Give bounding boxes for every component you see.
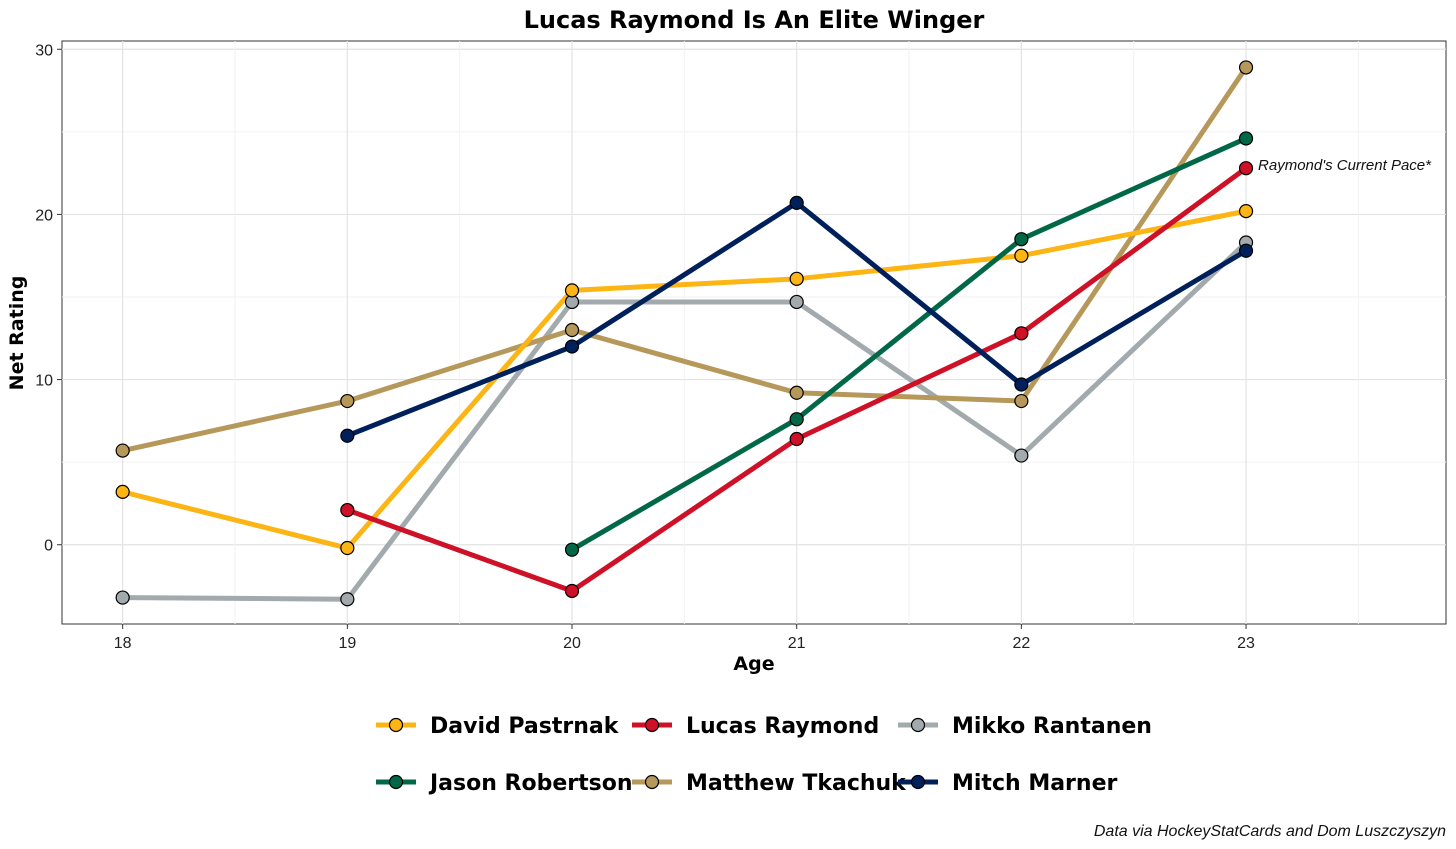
series-line-matthew-tkachuk	[120, 64, 1249, 454]
data-point-lucas-raymond	[564, 583, 580, 599]
data-point-lucas-raymond	[789, 431, 804, 447]
y-axis-title: Net Rating	[6, 276, 28, 391]
legend-label: Mitch Marner	[952, 771, 1117, 796]
data-point-mitch-marner	[789, 195, 804, 210]
legend-key-point	[910, 717, 926, 733]
x-tick-label: 22	[1012, 635, 1030, 652]
data-point-jason-robertson	[564, 542, 580, 557]
data-point-david-pastrnak	[564, 283, 580, 298]
data-point-david-pastrnak	[1014, 248, 1029, 263]
legend-item-lucas-raymond: Lucas Raymond	[632, 714, 879, 739]
y-tick-label: 10	[35, 373, 53, 390]
data-point-lucas-raymond	[1014, 326, 1029, 341]
legend-key-point	[388, 717, 404, 733]
caption: Data via HockeyStatCards and Dom Luszczy…	[1094, 823, 1446, 840]
legend-item-matthew-tkachuk: Matthew Tkachuk	[632, 771, 907, 796]
legend-key-point	[388, 774, 404, 790]
data-point-jason-robertson	[1238, 131, 1254, 146]
y-tick-label: 30	[35, 42, 53, 59]
x-tick-label: 19	[338, 635, 356, 652]
y-tick-label: 0	[44, 538, 53, 555]
x-tick-label: 23	[1237, 635, 1255, 652]
chart-title: Lucas Raymond Is An Elite Winger	[524, 6, 985, 34]
data-point-mitch-marner	[1238, 243, 1254, 258]
legend-key-point	[644, 774, 660, 790]
data-point-lucas-raymond	[1238, 161, 1254, 176]
data-point-david-pastrnak	[340, 540, 355, 556]
data-point-lucas-raymond	[340, 502, 355, 518]
series-line-david-pastrnak	[120, 208, 1249, 551]
data-point-mitch-marner	[340, 428, 355, 443]
legend-label: Jason Robertson	[428, 771, 633, 796]
legend-key-point	[644, 717, 660, 733]
data-point-matthew-tkachuk	[340, 393, 355, 409]
legend-label: Matthew Tkachuk	[686, 771, 907, 796]
series-points	[115, 60, 1254, 607]
series-line-mikko-rantanen	[120, 239, 1249, 602]
data-point-mikko-rantanen	[340, 592, 355, 607]
x-tick-label: 20	[563, 635, 581, 652]
data-point-mitch-marner	[1014, 377, 1029, 392]
data-point-david-pastrnak	[1238, 204, 1254, 219]
data-point-mikko-rantanen	[1014, 448, 1029, 463]
legend-key-point	[910, 774, 926, 790]
legend-item-david-pastrnak: David Pastrnak	[376, 714, 620, 739]
y-tick-label: 20	[35, 207, 53, 224]
legend-item-mitch-marner: Mitch Marner	[898, 771, 1117, 796]
data-point-mitch-marner	[564, 339, 580, 354]
data-point-mikko-rantanen	[115, 590, 130, 605]
plot-panel	[61, 40, 1447, 625]
series-line-jason-robertson	[569, 135, 1249, 553]
data-point-david-pastrnak	[789, 271, 804, 286]
annotation-raymond-pace: Raymond's Current Pace*	[1258, 157, 1432, 174]
x-axis-title: Age	[733, 653, 774, 675]
data-point-matthew-tkachuk	[789, 385, 804, 400]
x-tick-label: 18	[114, 635, 132, 652]
data-point-matthew-tkachuk	[1014, 393, 1029, 409]
data-point-jason-robertson	[1014, 232, 1029, 247]
data-point-mikko-rantanen	[789, 294, 804, 310]
legend-label: Lucas Raymond	[686, 714, 879, 739]
legend-item-jason-robertson: Jason Robertson	[376, 771, 633, 796]
legend-label: Mikko Rantanen	[952, 714, 1152, 739]
data-point-jason-robertson	[789, 412, 804, 427]
legend-label: David Pastrnak	[430, 714, 620, 739]
data-point-matthew-tkachuk	[115, 443, 130, 458]
legend-item-mikko-rantanen: Mikko Rantanen	[898, 714, 1152, 739]
legend: David Pastrnak Lucas Raymond Mikko Rantane…	[376, 714, 1152, 796]
data-point-matthew-tkachuk	[564, 322, 580, 338]
x-tick-label: 21	[788, 635, 806, 652]
data-point-matthew-tkachuk	[1238, 60, 1254, 75]
axis-ticks: 18 19 20 21 22 23 0 10 20 30	[35, 42, 1255, 652]
data-point-david-pastrnak	[115, 484, 130, 499]
